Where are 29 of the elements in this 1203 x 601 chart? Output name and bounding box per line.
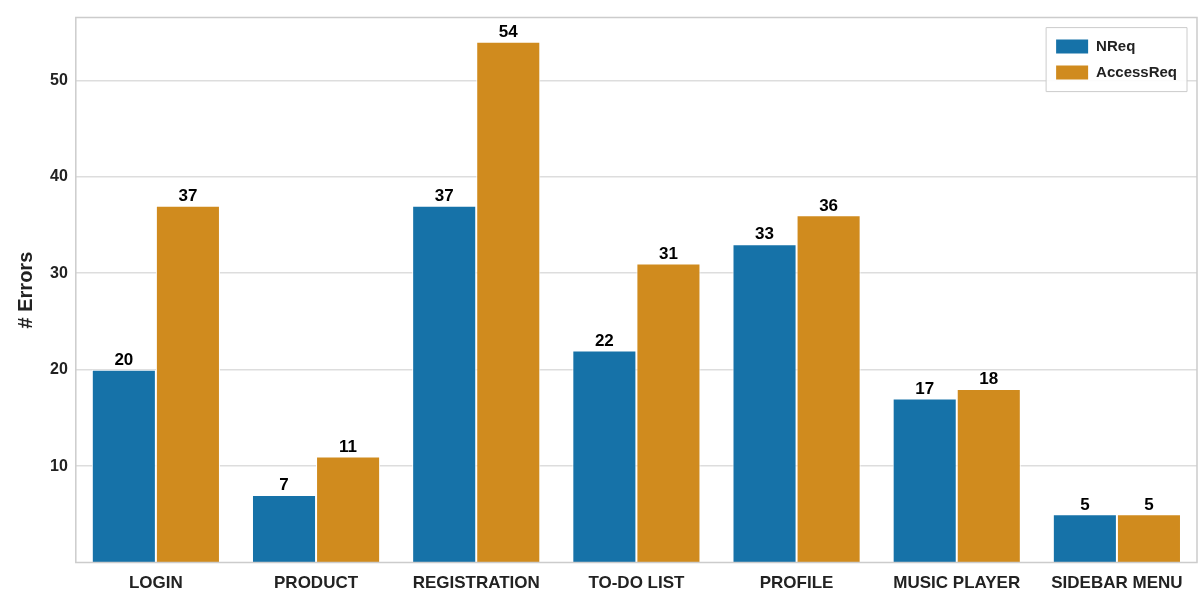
y-tick-label: 10 [50, 456, 68, 474]
y-tick-label: 30 [50, 263, 68, 281]
data-label: 37 [178, 185, 198, 205]
x-tick-label: SIDEBAR MENU [1051, 573, 1183, 593]
y-tick-label: 20 [50, 360, 68, 378]
y-axis-title: # Errors [13, 251, 36, 329]
legend-label: AccessReq [1096, 62, 1178, 80]
x-tick-label: MUSIC PLAYER [893, 573, 1021, 593]
data-label: 17 [915, 378, 935, 398]
data-label: 11 [339, 436, 358, 456]
x-tick-label: LOGIN [128, 573, 183, 593]
data-label: 36 [819, 195, 839, 215]
data-label: 37 [434, 185, 454, 205]
data-label: 7 [279, 475, 289, 495]
x-tick-label: PROFILE [759, 573, 834, 593]
data-label: 22 [594, 330, 614, 350]
data-label: 54 [498, 21, 519, 41]
y-tick-label: 40 [50, 167, 68, 185]
legend-label: NReq [1096, 36, 1136, 54]
data-label: 5 [1080, 494, 1090, 514]
x-tick-label: TO-DO LIST [588, 573, 686, 593]
x-tick-label: REGISTRATION [412, 573, 540, 593]
data-label: 20 [114, 349, 134, 369]
data-label: 33 [755, 224, 774, 244]
y-tick-label: 50 [50, 70, 68, 88]
data-label: 5 [1144, 494, 1154, 514]
data-label: 31 [658, 243, 678, 263]
x-tick-label: PRODUCT [274, 573, 359, 593]
data-label: 18 [979, 369, 999, 389]
